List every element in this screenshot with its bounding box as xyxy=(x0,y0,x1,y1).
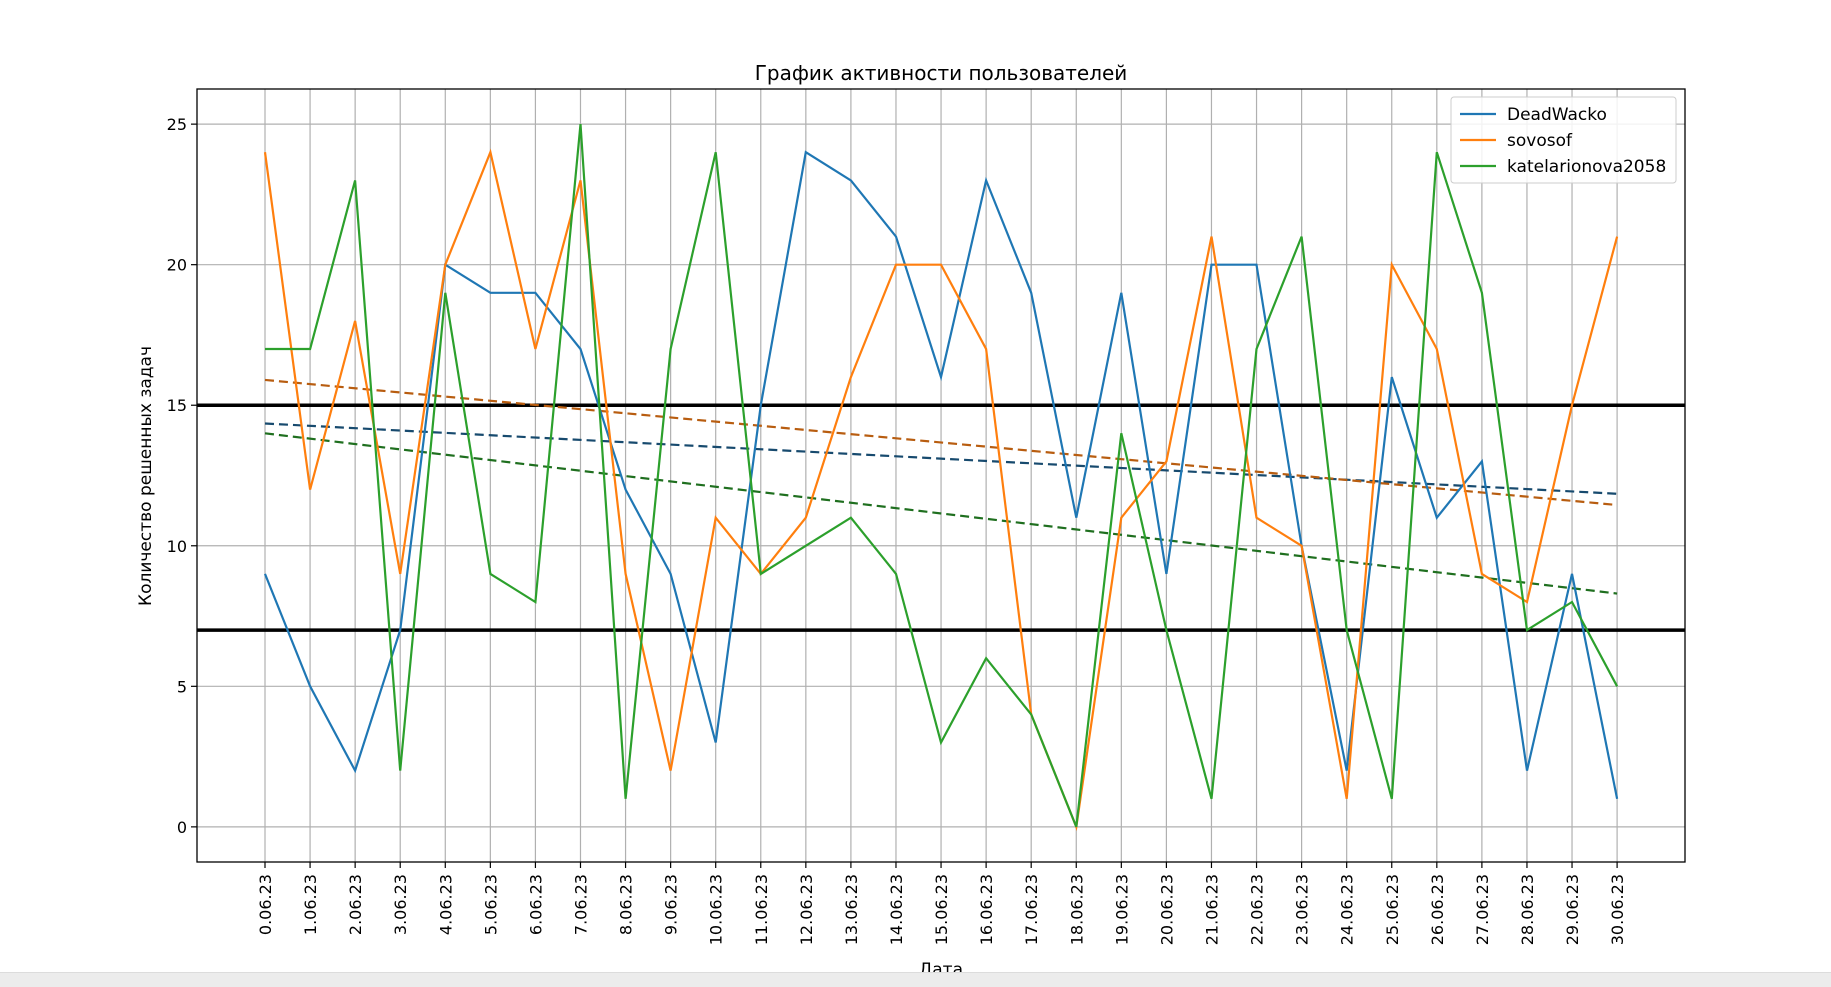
y-tick-label: 5 xyxy=(177,677,187,696)
x-tick-label: 10.06.23 xyxy=(707,874,726,945)
x-tick-label: 2.06.23 xyxy=(346,874,365,935)
x-tick-label: 18.06.23 xyxy=(1067,874,1086,945)
x-tick-label: 19.06.23 xyxy=(1112,874,1131,945)
chart-title: График активности пользователей xyxy=(755,61,1128,85)
x-tick-label: 1.06.23 xyxy=(301,874,320,935)
x-tick-label: 24.06.23 xyxy=(1338,874,1357,945)
x-tick-label: 20.06.23 xyxy=(1157,874,1176,945)
x-tick-label: 6.06.23 xyxy=(526,874,545,935)
x-tick-label: 5.06.23 xyxy=(481,874,500,935)
x-tick-label: 30.06.23 xyxy=(1608,874,1627,945)
x-tick-label: 26.06.23 xyxy=(1428,874,1447,945)
x-tick-label: 7.06.23 xyxy=(571,874,590,935)
y-tick-label: 0 xyxy=(177,818,187,837)
x-tick-label: 3.06.23 xyxy=(391,874,410,935)
window-toolbar xyxy=(0,972,1831,987)
x-tick-label: 21.06.23 xyxy=(1202,874,1221,945)
y-tick-label: 20 xyxy=(167,256,187,275)
series-line xyxy=(265,123,1619,828)
x-tick-label: 29.06.23 xyxy=(1563,874,1582,945)
x-tick-label: 14.06.23 xyxy=(887,874,906,945)
threshold-lines xyxy=(197,403,1685,632)
x-tick-label: 23.06.23 xyxy=(1293,874,1312,945)
x-tick-label: 16.06.23 xyxy=(977,874,996,945)
legend-label: katelarionova2058 xyxy=(1507,157,1666,177)
x-tick-label: 9.06.23 xyxy=(662,874,681,935)
x-tick-label: 27.06.23 xyxy=(1473,874,1492,945)
x-tick-label: 11.06.23 xyxy=(752,874,771,945)
y-axis-label: Количество решенных задач xyxy=(136,346,156,606)
trend-line xyxy=(264,422,1618,495)
x-tick-label: 22.06.23 xyxy=(1248,874,1267,945)
series-line xyxy=(263,148,1619,832)
x-tick-label: 28.06.23 xyxy=(1518,874,1537,945)
legend-label: sovosof xyxy=(1507,131,1573,151)
x-tick-label: 12.06.23 xyxy=(797,874,816,945)
x-axis-ticks: 0.06.23 1.06.23 2.06.23 3.06.23 4.06.23 5.06.… xyxy=(256,862,1627,945)
x-tick-label: 13.06.23 xyxy=(842,874,861,945)
legend-box xyxy=(1450,96,1677,184)
y-tick-label: 10 xyxy=(167,537,187,556)
x-tick-label: 17.06.23 xyxy=(1022,874,1041,945)
grid-lines xyxy=(197,89,1685,862)
x-tick-label: 0.06.23 xyxy=(256,874,275,935)
legend: DeadWacko sovosof katelarionova2058 xyxy=(1450,96,1677,184)
x-tick-label: 8.06.23 xyxy=(617,874,636,935)
x-tick-label: 25.06.23 xyxy=(1383,874,1402,945)
legend-label: DeadWacko xyxy=(1507,105,1607,125)
x-tick-label: 15.06.23 xyxy=(932,874,951,945)
trend-line xyxy=(264,432,1618,595)
series-lines xyxy=(263,123,1619,832)
y-tick-label: 15 xyxy=(167,396,187,415)
trend-line xyxy=(264,378,1618,507)
y-tick-label: 25 xyxy=(167,115,187,134)
y-axis-ticks: 0 5 10 15 20 25 xyxy=(167,115,197,837)
trend-lines xyxy=(264,378,1618,595)
series-line xyxy=(263,150,1619,800)
x-tick-label: 4.06.23 xyxy=(436,874,455,935)
